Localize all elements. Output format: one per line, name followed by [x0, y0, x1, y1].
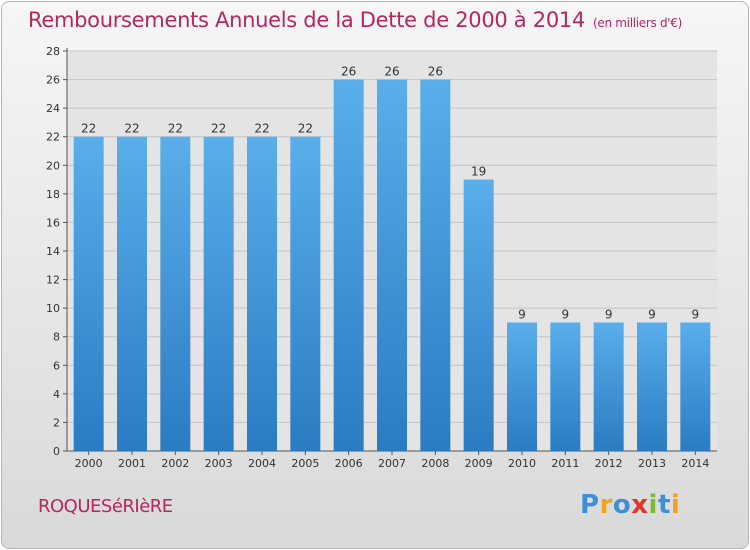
x-tick-label: 2007	[378, 457, 406, 470]
data-label: 22	[298, 122, 313, 136]
y-tick-label: 28	[46, 45, 60, 58]
data-label: 9	[518, 307, 526, 321]
bar	[203, 136, 234, 451]
x-tick-label: 2004	[248, 457, 276, 470]
chart-title: Remboursements Annuels de la Dette de 20…	[28, 8, 683, 32]
y-tick-label: 4	[53, 388, 60, 401]
bar	[73, 136, 104, 451]
data-label: 9	[648, 307, 656, 321]
bar	[117, 136, 147, 451]
y-tick-label: 2	[53, 416, 60, 429]
y-tick-label: 26	[46, 74, 60, 87]
x-tick-label: 2000	[75, 457, 103, 470]
logo-letter: t	[657, 490, 671, 520]
y-tick-label: 10	[46, 302, 60, 315]
bar	[593, 322, 624, 451]
x-tick-label: 2003	[205, 457, 233, 470]
bar	[420, 79, 451, 452]
data-label: 9	[692, 307, 700, 321]
x-tick-label: 2006	[335, 457, 363, 470]
logo-letter: x	[631, 490, 649, 520]
y-tick-label: 8	[53, 331, 60, 344]
y-tick-label: 0	[53, 445, 60, 458]
x-tick-label: 2002	[161, 457, 189, 470]
data-label: 26	[341, 65, 356, 79]
logo-letter: i	[670, 490, 681, 520]
data-label: 22	[211, 122, 226, 136]
data-label: 22	[124, 122, 139, 136]
y-tick-label: 22	[46, 131, 60, 144]
bar	[507, 322, 537, 451]
logo-letter: o	[612, 490, 632, 520]
x-tick-label: 2014	[681, 457, 709, 470]
y-tick-label: 24	[46, 102, 60, 115]
data-label: 26	[384, 65, 399, 79]
bar	[550, 322, 581, 451]
logo-letter: i	[648, 490, 658, 520]
y-tick-label: 20	[46, 159, 60, 172]
data-label: 19	[471, 165, 486, 179]
bar	[377, 79, 407, 452]
logo-letter: r	[599, 490, 613, 520]
y-tick-label: 16	[46, 216, 60, 229]
y-tick-label: 6	[53, 359, 60, 372]
chart-subtitle: (en milliers d'€)	[593, 16, 683, 30]
data-label: 9	[605, 307, 613, 321]
bar	[463, 179, 494, 452]
logo-letter: P	[580, 490, 600, 520]
x-tick-label: 2005	[291, 457, 319, 470]
bar	[637, 322, 667, 451]
data-label: 9	[562, 307, 570, 321]
data-label: 22	[168, 122, 183, 136]
y-tick-label: 18	[46, 188, 60, 201]
x-tick-label: 2011	[551, 457, 579, 470]
bar	[290, 136, 321, 451]
y-tick-label: 14	[46, 245, 60, 258]
data-label: 22	[81, 122, 96, 136]
x-tick-label: 2009	[465, 457, 493, 470]
x-tick-label: 2008	[421, 457, 449, 470]
x-tick-label: 2001	[118, 457, 146, 470]
bar	[680, 322, 711, 451]
bar	[160, 136, 191, 451]
x-tick-label: 2010	[508, 457, 536, 470]
y-tick-label: 12	[46, 274, 60, 287]
commune-name: ROQUESéRIèRE	[38, 496, 173, 517]
bar	[333, 79, 364, 452]
x-tick-label: 2012	[595, 457, 623, 470]
data-label: 26	[428, 65, 443, 79]
proxiti-logo: Proxiti	[580, 490, 680, 520]
data-label: 22	[254, 122, 269, 136]
x-tick-label: 2013	[638, 457, 666, 470]
bar	[247, 136, 277, 451]
